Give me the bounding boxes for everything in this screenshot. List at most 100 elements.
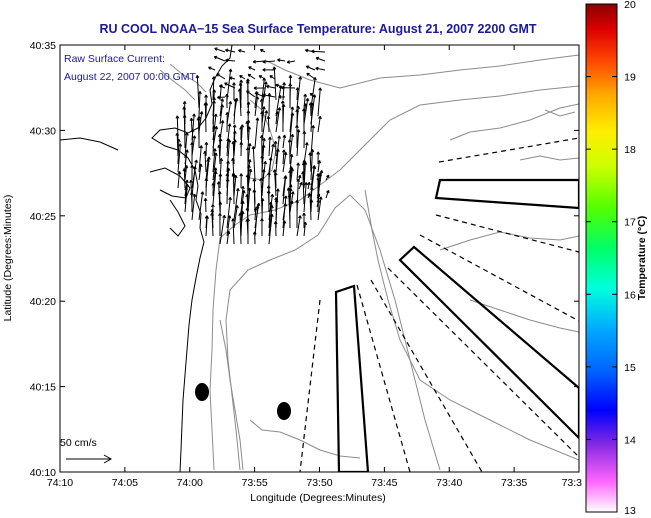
current-vector — [310, 149, 315, 181]
current-vector — [288, 184, 293, 190]
current-vector — [175, 132, 180, 157]
colorbar-tick-label: 13 — [624, 505, 636, 517]
current-vector — [195, 75, 200, 109]
current-vector — [212, 152, 218, 181]
buoy-marker-b — [277, 402, 291, 420]
x-axis-ticks: 74:10 74:05 74:00 73:55 73:50 73:45 73:40 73:35… — [47, 45, 582, 489]
current-vector — [272, 169, 277, 197]
current-vector — [298, 181, 303, 190]
current-vector — [182, 114, 187, 149]
current-vector — [246, 218, 250, 245]
current-vector — [289, 112, 295, 141]
current-vector — [303, 221, 308, 237]
current-vector — [296, 76, 303, 109]
scale-arrow — [66, 454, 113, 464]
current-vector — [296, 129, 301, 157]
current-vector — [184, 183, 190, 213]
current-vector — [310, 102, 315, 133]
current-vector — [280, 85, 296, 90]
current-vector — [303, 182, 308, 213]
current-vector — [306, 72, 316, 80]
current-vector — [239, 141, 244, 157]
current-vector — [303, 161, 308, 189]
current-vector — [237, 88, 242, 117]
current-vector — [216, 73, 226, 80]
annotation-line-1: Raw Surface Current: — [64, 53, 165, 65]
current-vector — [233, 174, 238, 197]
colorbar-tick-label: 20 — [624, 0, 636, 11]
coastline-inlet — [60, 137, 191, 237]
current-vector — [287, 194, 292, 229]
current-vector — [198, 91, 202, 117]
current-vector — [240, 210, 244, 237]
current-vector — [233, 187, 240, 221]
current-vector — [281, 149, 286, 165]
current-vector — [239, 74, 246, 80]
current-vector — [211, 76, 216, 101]
current-vector — [325, 174, 330, 181]
current-vector — [184, 132, 189, 157]
x-tick-label: 74:05 — [112, 477, 138, 489]
current-vector — [219, 104, 225, 125]
y-axis-ticks: 40:35 40:30 40:25 40:20 40:15 40:10 — [30, 40, 579, 479]
current-vector — [212, 170, 218, 205]
colorbar-tick-label: 16 — [624, 289, 636, 301]
current-vector — [226, 230, 231, 245]
current-vector — [303, 98, 310, 125]
current-vector — [317, 160, 322, 173]
colorbar-tick-label: 14 — [624, 434, 636, 446]
current-vector — [203, 198, 208, 213]
current-vector — [254, 205, 260, 237]
current-vector — [260, 198, 265, 221]
current-vector — [224, 82, 236, 89]
current-vector — [317, 196, 323, 221]
current-vector — [288, 170, 292, 197]
current-vector — [317, 87, 322, 117]
current-vector — [246, 90, 256, 98]
colorbar-tick-label: 15 — [624, 362, 636, 374]
current-vector — [182, 168, 187, 189]
current-vector — [317, 115, 322, 133]
current-vector — [325, 189, 330, 199]
current-vector — [177, 171, 182, 189]
current-vector — [260, 111, 264, 133]
current-vector — [254, 117, 260, 149]
current-vector — [210, 212, 214, 237]
scale-label: 50 cm/s — [60, 437, 97, 449]
current-vector — [232, 82, 236, 101]
current-vector — [272, 66, 277, 101]
current-vector — [252, 59, 266, 64]
current-vector — [190, 164, 194, 181]
current-vector — [245, 120, 250, 141]
current-vectors — [175, 47, 330, 245]
current-vector — [189, 191, 194, 213]
y-tick-label: 40:35 — [30, 40, 56, 52]
current-vector — [231, 172, 236, 205]
current-vector — [296, 162, 301, 181]
current-vector — [259, 178, 263, 213]
current-vector — [268, 201, 273, 229]
current-vector — [219, 98, 225, 117]
current-vector — [219, 214, 226, 245]
current-vector — [266, 185, 271, 213]
plot-background — [60, 45, 579, 472]
current-vector — [315, 56, 326, 62]
current-vector — [238, 212, 243, 245]
current-vector — [268, 213, 274, 245]
current-vector — [203, 102, 208, 133]
current-vector — [247, 126, 252, 149]
current-vector — [245, 174, 250, 205]
current-vector — [268, 205, 274, 237]
current-vector — [238, 82, 243, 109]
current-vector — [289, 106, 295, 133]
current-vector — [175, 115, 180, 141]
y-tick-label: 40:15 — [30, 382, 56, 394]
current-vector — [308, 152, 313, 173]
current-vector — [259, 49, 266, 53]
current-vector — [302, 212, 306, 229]
current-vector — [261, 169, 266, 197]
current-vector — [277, 58, 286, 62]
current-vector — [240, 185, 245, 205]
colorbar-tick-label: 18 — [624, 144, 636, 156]
current-vector — [225, 58, 236, 63]
